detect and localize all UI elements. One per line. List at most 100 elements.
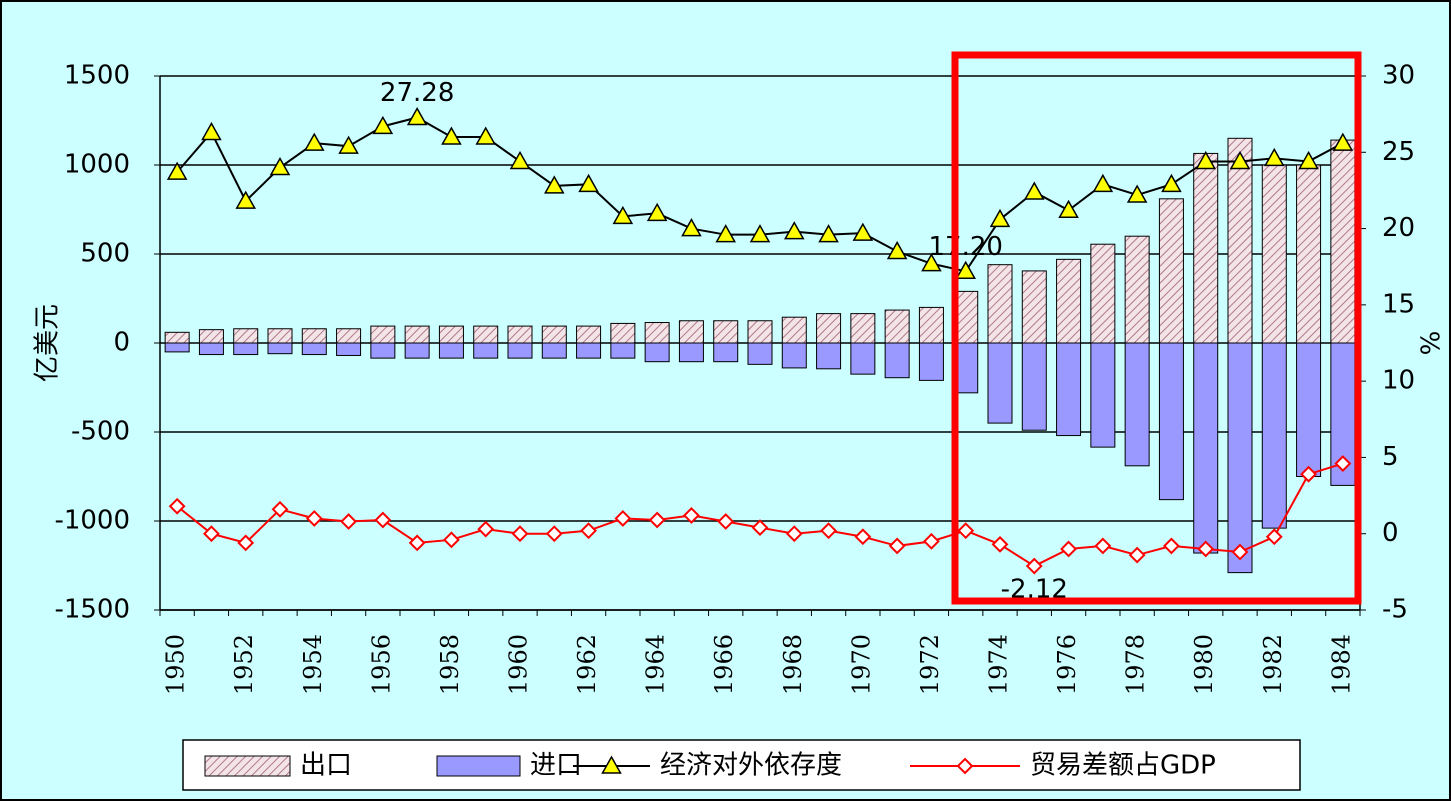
marker [511,525,529,543]
bar [198,342,224,356]
marker [784,221,805,240]
bar [507,325,533,344]
y2-tick-label: 0 [1382,518,1399,548]
bar [1193,342,1219,554]
marker [1334,455,1352,472]
bar [541,342,567,359]
bar [267,328,293,344]
x-tick-label: 1980 [1190,634,1218,695]
bar [678,342,704,363]
bar [1158,342,1184,501]
highlight-box [951,51,1362,605]
marker [648,511,666,529]
bar [473,325,499,344]
marker [923,532,940,550]
bar [1227,342,1253,574]
marker [1197,540,1215,558]
bar [370,325,396,344]
marker [201,121,222,141]
marker [1265,528,1283,546]
x-tick-label: 1970 [847,634,875,695]
bar [610,322,636,344]
marker [406,106,428,126]
marker [168,497,186,515]
marker [544,175,565,194]
bar [164,331,190,344]
plot-area: -1500 -1000 -500 0 500 1000 1500 -5 0 5 10 15 20 25 30… [54,61,1415,696]
bar [576,342,602,359]
marker [1231,543,1249,561]
marker [1060,540,1077,558]
marker [1300,465,1317,483]
x-tick-label: 1952 [230,634,258,695]
bar [1261,164,1287,344]
marker [646,202,668,222]
bar [1261,342,1287,529]
bar [816,342,842,370]
bar [336,342,362,356]
y2-tick-label: 20 [1382,213,1415,243]
marker [1094,537,1112,555]
marker [1126,184,1148,203]
bar [198,329,224,344]
legend-marker [956,757,974,775]
bar [884,342,910,379]
marker [717,513,735,530]
marker [580,522,597,540]
bar [404,325,430,344]
bar [1090,243,1116,344]
bar [576,325,602,344]
marker [372,115,394,135]
marker [338,135,359,154]
marker [374,511,392,529]
marker [751,519,769,537]
x-tick-label: 1972 [916,634,944,695]
marker [818,224,839,243]
legend-label: 贸易差额占GDP [1030,751,1216,781]
y2-tick-label: -5 [1382,595,1408,625]
bar [816,313,842,344]
marker [1298,150,1319,170]
legend-swatch [436,755,521,777]
bar [918,306,944,344]
x-tick-label: 1984 [1327,634,1355,695]
bar [233,342,259,356]
bar [678,320,704,344]
x-tick-label: 1964 [642,634,670,695]
bar [1296,342,1322,477]
bar [644,342,670,363]
bar [233,328,259,344]
marker [203,525,220,543]
bar [1330,139,1356,344]
bar [1124,235,1150,344]
marker [477,520,495,538]
bar [1193,152,1219,344]
bar [884,309,910,344]
bar [301,328,327,344]
bar [850,313,876,344]
marker [957,522,975,540]
x-tick-label: 1974 [985,634,1013,695]
marker [443,531,460,549]
marker [785,525,803,543]
y2-axis-label: % [1417,331,1447,356]
bar [336,328,362,344]
data-label: 17.20 [928,232,1002,262]
marker [408,534,426,552]
marker [578,173,599,193]
bar [1021,270,1047,344]
y2-tick-label: 10 [1382,366,1415,396]
bar [1090,342,1116,448]
marker [1161,173,1182,193]
marker [1058,199,1079,219]
marker [1332,132,1354,151]
bar [781,316,807,344]
x-tick-label: 1950 [162,634,190,695]
bar [1021,342,1047,431]
marker [545,525,563,543]
marker [955,260,976,280]
marker [1024,181,1045,200]
marker [509,150,531,170]
bar [370,342,396,359]
marker [271,500,289,518]
